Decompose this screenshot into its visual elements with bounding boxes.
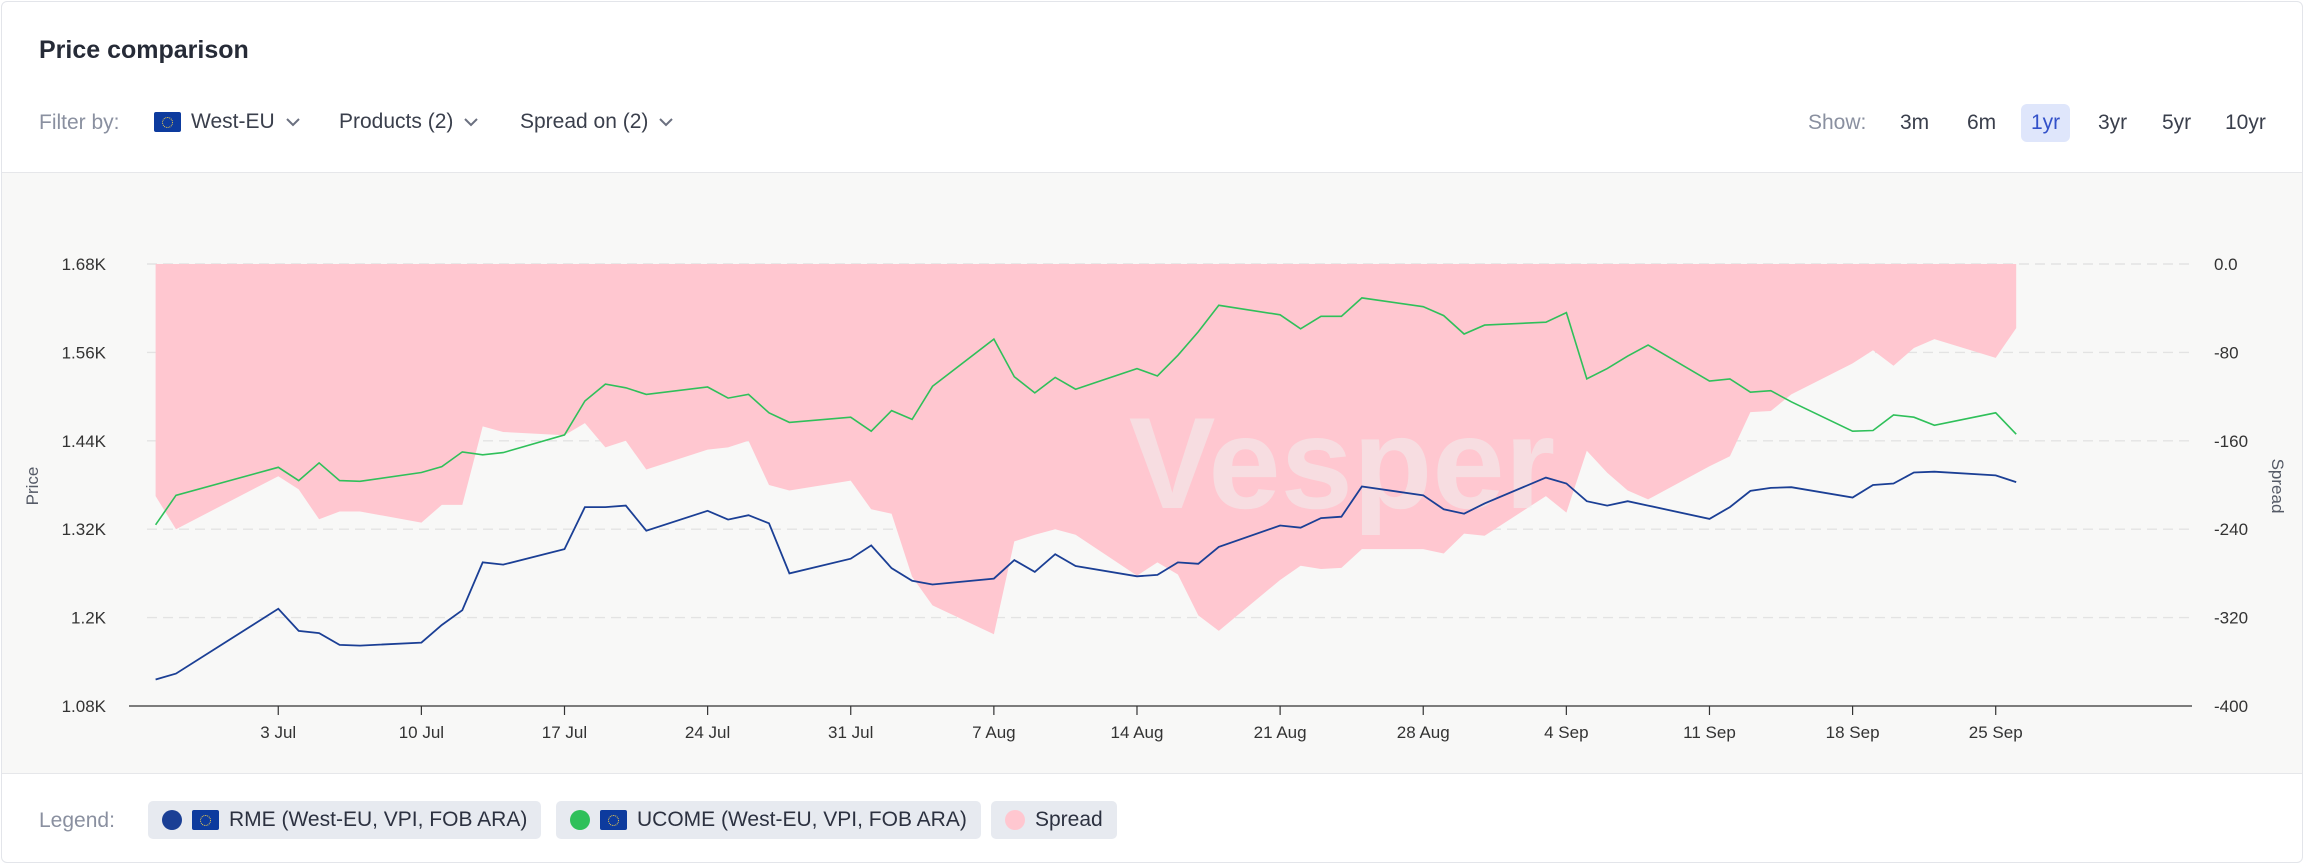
x-tick-label: 25 Sep [1969,723,2023,742]
y2-tick-label: -240 [2214,520,2248,539]
spread-dot-icon [1005,810,1025,830]
spread-area [155,264,2017,635]
eu-flag-icon [600,810,627,830]
y2-tick-label: 0.0 [2214,255,2238,274]
y-tick-label: 1.32K [62,520,107,539]
legend-item-spread[interactable]: Spread [991,801,1117,839]
y-tick-label: 1.2K [71,609,107,628]
legend-item-ucome[interactable]: UCOME (West-EU, VPI, FOB ARA) [556,801,981,839]
rme-line [155,470,2017,681]
region-filter[interactable]: West-EU [154,105,301,139]
x-tick-label: 17 Jul [542,723,587,742]
y-axis-ticks: 1.08K 1.2K 1.32K 1.44K 1.56K 1.68K [62,255,107,716]
chevron-down-icon [659,118,674,127]
range-3yr-button[interactable]: 3yr [2098,111,2128,134]
x-tick-label: 4 Sep [1544,723,1588,742]
region-filter-label: West-EU [191,110,275,133]
card-title: Price comparison [39,36,249,64]
range-1yr-button[interactable]: 1yr [2021,104,2071,142]
filter-label: Filter by: [39,111,120,134]
x-tick-label: 28 Aug [1397,723,1450,742]
ucome-dot-icon [570,810,590,830]
x-tick-label: 14 Aug [1111,723,1164,742]
x-tick-label: 7 Aug [972,723,1016,742]
chevron-down-icon [285,118,300,127]
y2-axis-ticks: -400 -320 -240 -160 -80 0.0 [2214,255,2248,716]
x-tick-label: 21 Aug [1254,723,1307,742]
rme-dot-icon [162,810,182,830]
x-axis-ticks: 3 Jul 10 Jul 17 Jul 24 Jul 31 Jul 7 Aug 14 Aug… [260,706,2023,742]
range-3m-button[interactable]: 3m [1900,111,1930,134]
y2-tick-label: -400 [2214,697,2248,716]
y-axis-label: Price [23,467,42,506]
ucome-line [154,297,2017,526]
y2-tick-label: -320 [2214,609,2248,628]
legend-item-rme[interactable]: RME (West-EU, VPI, FOB ARA) [148,801,542,839]
range-6m-button[interactable]: 6m [1967,111,1997,134]
x-tick-label: 11 Sep [1683,723,1736,742]
y-tick-label: 1.56K [62,343,107,362]
y-tick-label: 1.08K [62,697,107,716]
eu-flag-icon [154,112,181,132]
legend-label: Legend: [39,809,115,832]
x-tick-label: 31 Jul [828,723,873,742]
legend-item-ucome-label: UCOME (West-EU, VPI, FOB ARA) [637,808,967,831]
spread-filter-label: Spread on (2) [520,110,649,133]
y-tick-label: 1.68K [62,255,107,274]
chart-area: Vesper 1.08K 1.2K 1.32K 1.44K 1.56K 1.68K -40… [2,172,2303,774]
x-tick-label: 3 Jul [260,723,296,742]
legend-item-spread-label: Spread [1035,808,1103,831]
range-10yr-button[interactable]: 10yr [2225,111,2266,134]
products-filter[interactable]: Products (2) [339,105,479,139]
spread-filter[interactable]: Spread on (2) [520,105,674,139]
price-chart[interactable]: Vesper 1.08K 1.2K 1.32K 1.44K 1.56K 1.68K -40… [2,173,2303,773]
x-tick-label: 24 Jul [685,723,730,742]
range-5yr-button[interactable]: 5yr [2162,111,2192,134]
watermark: Vesper [1129,390,1555,536]
x-tick-label: 10 Jul [399,723,444,742]
legend-item-rme-label: RME (West-EU, VPI, FOB ARA) [229,808,528,831]
y-tick-label: 1.44K [62,432,107,451]
y2-tick-label: -80 [2214,343,2239,362]
products-filter-label: Products (2) [339,110,454,133]
eu-flag-icon [192,810,219,830]
y2-axis-label: Spread [2268,459,2287,514]
x-tick-label: 18 Sep [1826,723,1880,742]
y2-tick-label: -160 [2214,432,2248,451]
range-show-label: Show: [1808,111,1867,134]
chevron-down-icon [464,118,479,127]
